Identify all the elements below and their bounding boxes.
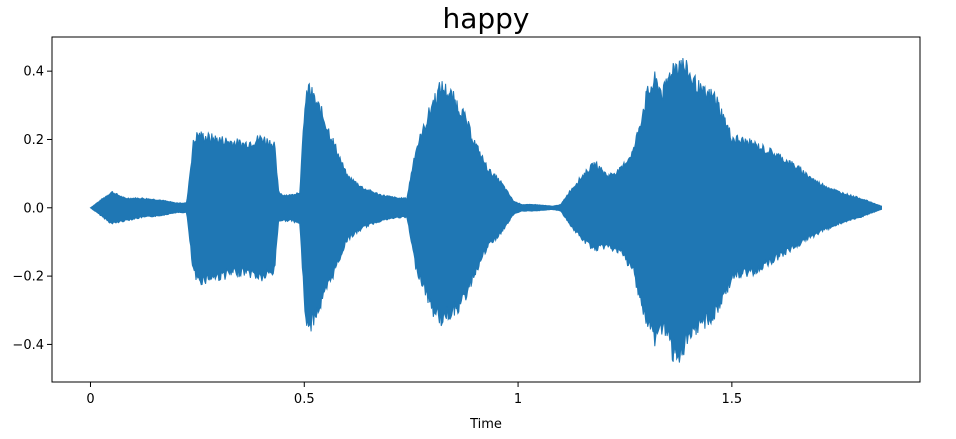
x-tick-label: 1 bbox=[514, 392, 522, 407]
plot-frame bbox=[51, 36, 921, 383]
y-tick-label: −0.4 bbox=[12, 338, 44, 353]
chart-title: happy bbox=[442, 2, 529, 35]
x-axis: 0 0.5 1 1.5 bbox=[86, 382, 742, 407]
x-tick-label: 0 bbox=[86, 392, 94, 407]
y-tick-label: −0.2 bbox=[12, 270, 44, 285]
y-tick-label: 0.4 bbox=[23, 65, 44, 80]
x-tick-label: 1.5 bbox=[722, 392, 743, 407]
waveform-series-0 bbox=[89, 57, 882, 363]
y-tick-label: 0.2 bbox=[23, 133, 44, 148]
y-axis: 0.4 0.2 0.0 −0.2 −0.4 bbox=[12, 65, 52, 353]
plot-area bbox=[89, 57, 882, 363]
y-tick-label: 0.0 bbox=[23, 201, 44, 216]
x-tick-label: 0.5 bbox=[294, 392, 315, 407]
x-axis-label: Time bbox=[469, 417, 502, 432]
